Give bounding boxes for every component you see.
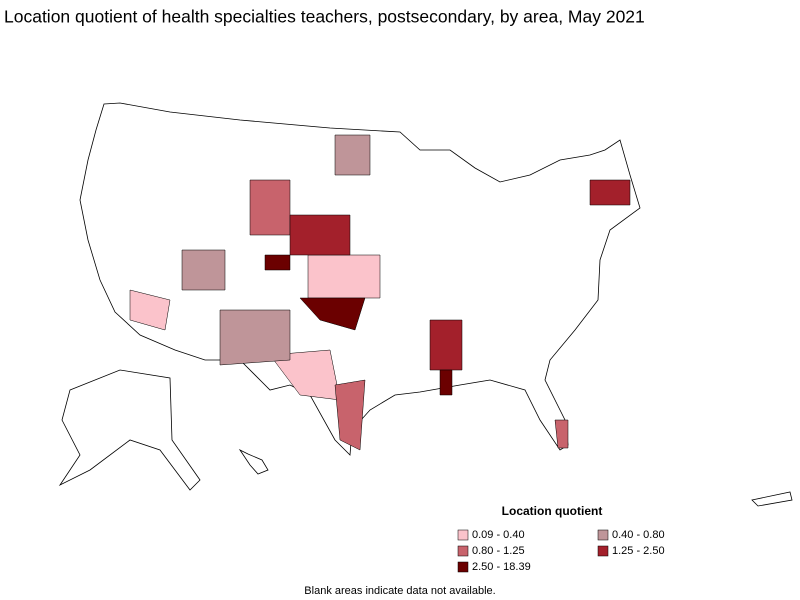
region [439, 369, 453, 396]
region [181, 249, 226, 291]
region [129, 289, 171, 331]
legend-swatch [597, 545, 609, 557]
region [264, 254, 291, 271]
region [589, 179, 631, 206]
hawaii [238, 448, 269, 475]
alaska [58, 369, 201, 491]
legend-label: 0.80 - 1.25 [472, 545, 525, 557]
legend-swatch [457, 545, 469, 557]
region [299, 297, 366, 331]
footnote: Blank areas indicate data not available. [304, 585, 495, 597]
legend-swatch [597, 529, 609, 541]
region [307, 254, 381, 299]
region [554, 419, 569, 449]
region [289, 214, 351, 256]
region [429, 319, 463, 371]
puerto-rico [751, 491, 793, 507]
region [334, 379, 366, 451]
legend: 0.09 - 0.40 0.40 - 0.80 0.80 - 1.25 1.25 - … [457, 529, 665, 573]
region [334, 134, 371, 176]
legend-label: 1.25 - 2.50 [612, 545, 665, 557]
legend-swatch [457, 561, 469, 573]
legend-title: Location quotient [502, 504, 603, 518]
legend-swatch [457, 529, 469, 541]
legend-label: 0.09 - 0.40 [472, 529, 525, 541]
region [249, 179, 291, 236]
map [58, 102, 793, 507]
legend-label: 2.50 - 18.39 [472, 561, 531, 573]
legend-label: 0.40 - 0.80 [612, 529, 665, 541]
region [219, 309, 291, 366]
map-title: Location quotient of health specialties … [4, 7, 645, 27]
